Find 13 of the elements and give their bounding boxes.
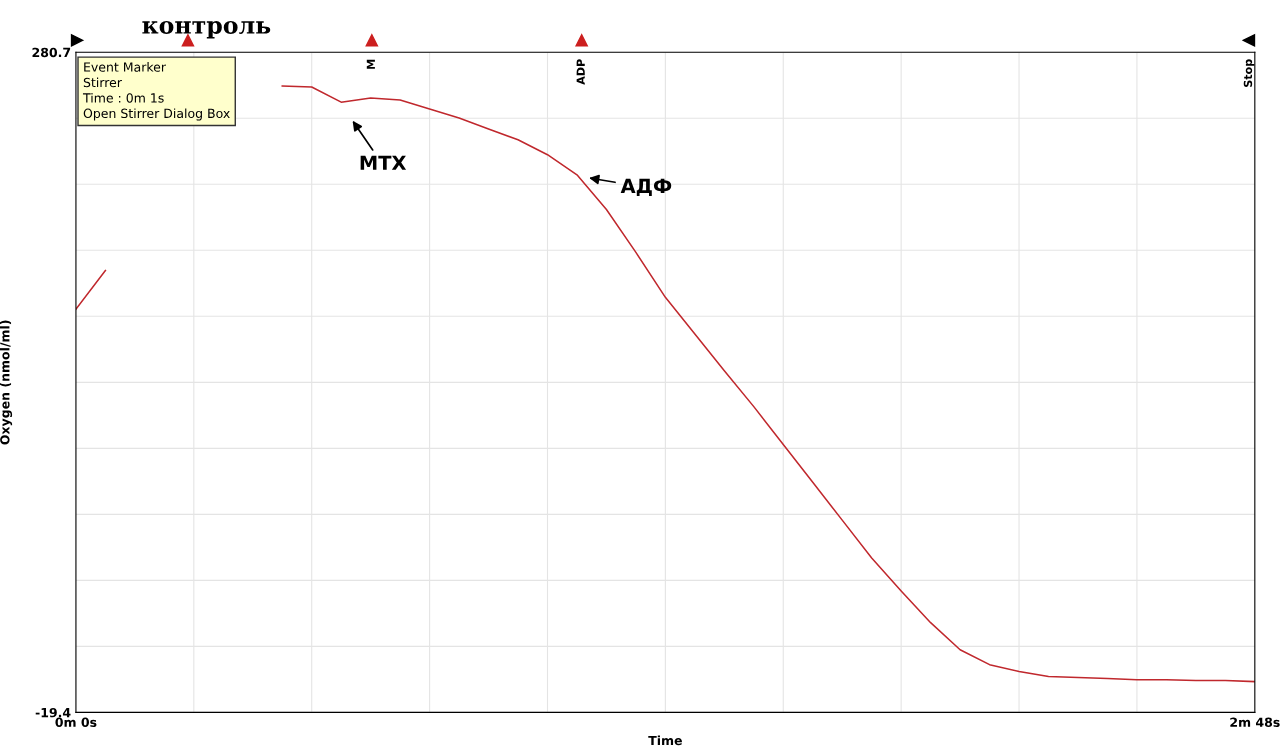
x-axis-title: Time (648, 735, 682, 746)
annotation: Event Marker Stirrer Time : 0m 1s Open Stirrer Dialog Box (82, 62, 230, 121)
y-axis-title: Oxygen (nmol/ml) (0, 320, 13, 445)
annotation: АДФ (620, 178, 672, 196)
annotation: M (366, 59, 375, 69)
y-tick-label: -19.4 (35, 707, 71, 718)
annotation: МТХ (360, 155, 407, 170)
y-tick-label: 280.7 (32, 47, 71, 58)
x-tick-label: 2m 48s (1230, 717, 1280, 727)
x-tick-label: 0m 0s (55, 717, 97, 727)
text: контроль (142, 20, 271, 39)
annotation: ADP (576, 59, 585, 85)
annotation: Stop (1243, 59, 1255, 87)
